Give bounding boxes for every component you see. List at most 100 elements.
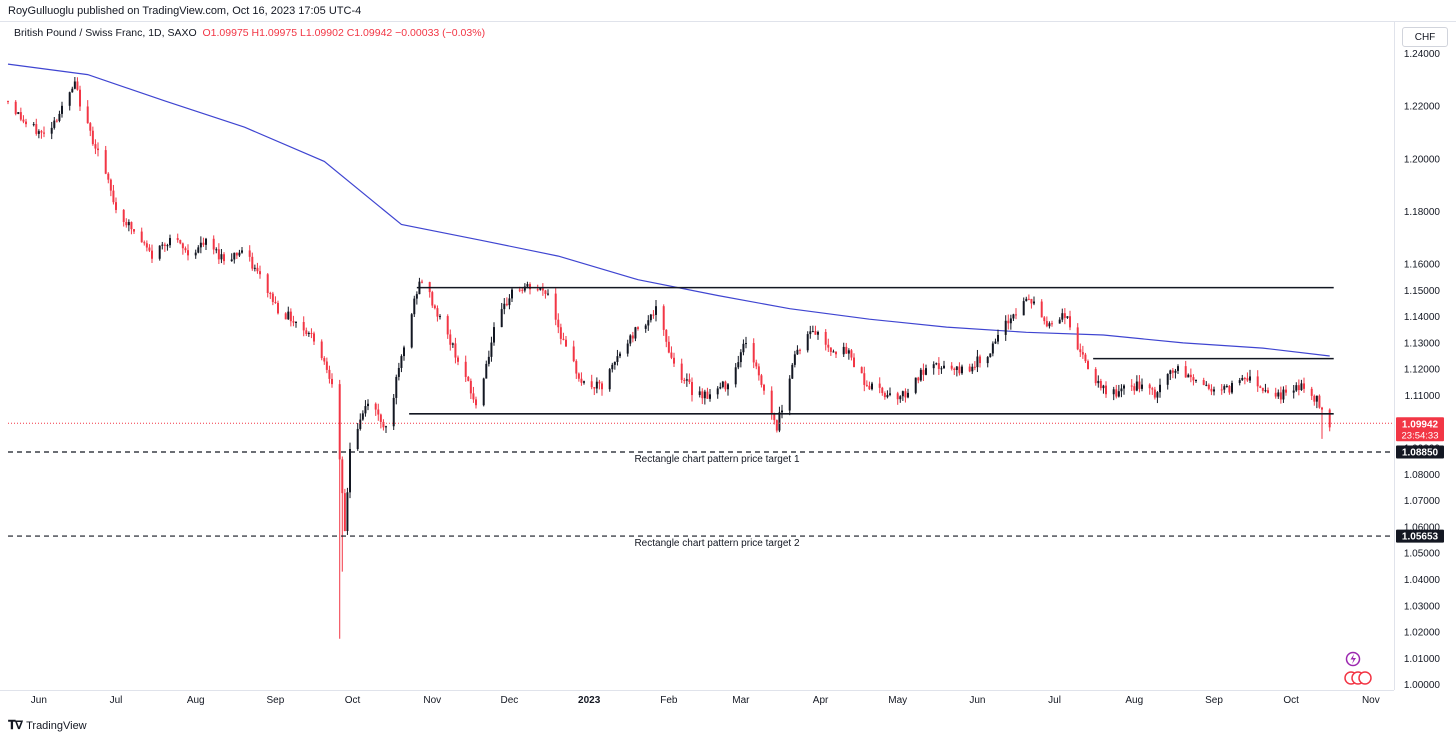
candle-body: [403, 347, 405, 357]
candle-body: [274, 301, 277, 303]
candle-body: [1174, 370, 1177, 373]
candle-body: [845, 346, 848, 354]
candle-body: [259, 271, 261, 275]
candle-body: [847, 350, 850, 354]
candle-body: [580, 378, 583, 383]
candle-body: [652, 314, 655, 316]
candle-body: [307, 332, 310, 335]
candle-body: [773, 413, 776, 421]
candle-body: [973, 366, 976, 368]
candle-body: [752, 343, 755, 363]
candle-body: [169, 238, 171, 246]
x-tick-label: Apr: [813, 695, 829, 706]
candle-body: [1048, 323, 1051, 327]
candle-body: [1292, 390, 1295, 393]
candle-body: [611, 364, 614, 370]
candle-body: [637, 327, 639, 329]
candle-body: [680, 363, 683, 380]
candle-body: [439, 316, 441, 318]
candle-body: [955, 366, 958, 370]
pattern-lines-layer: Rectangle chart pattern price target 1 Re…: [8, 286, 1394, 549]
candle-body: [181, 243, 184, 249]
symbol-legend[interactable]: British Pound / Swiss Franc, 1D, SAXO O1…: [14, 27, 485, 39]
candle-body: [529, 284, 531, 290]
candle-body: [313, 333, 315, 342]
candle-body: [1022, 301, 1025, 316]
time-axis: Jun Jul Aug Sep Oct Nov Dec 2023 Feb Mar Apr May Jun…: [31, 695, 1380, 706]
y-tick-label: 1.12000: [1404, 365, 1441, 376]
candle-body: [73, 81, 76, 89]
candle-body: [1241, 377, 1244, 381]
candle-body: [719, 386, 722, 389]
candle-body: [166, 245, 169, 247]
candle-body: [202, 242, 205, 245]
candle-body: [1084, 354, 1087, 362]
candle-body: [130, 222, 133, 230]
candle-body: [508, 298, 511, 306]
candle-body: [91, 130, 94, 145]
flash-icon[interactable]: [1345, 651, 1361, 667]
candle-body: [1151, 388, 1154, 390]
candle-body: [1195, 380, 1197, 382]
candle-body: [775, 420, 778, 431]
candle-body: [878, 383, 881, 388]
candle-body: [1249, 376, 1251, 381]
candle-body: [1004, 320, 1007, 335]
candle-body: [886, 394, 889, 398]
candle-body: [1321, 407, 1323, 410]
candle-body: [1133, 386, 1136, 391]
candle-body: [1231, 383, 1233, 393]
candle-body: [331, 378, 333, 385]
candle-body: [1153, 389, 1156, 398]
candle-body: [896, 393, 899, 400]
candle-body: [397, 367, 400, 377]
candle-body: [809, 331, 812, 335]
candle-body: [194, 252, 197, 256]
brand-name: TradingView: [26, 719, 87, 732]
candle-body: [271, 293, 274, 302]
candle-body: [793, 354, 796, 365]
candle-body: [865, 384, 868, 386]
tradingview-brand[interactable]: 𝐓∇ TradingView: [8, 718, 87, 733]
event-icon-3[interactable]: [1358, 671, 1372, 685]
candle-body: [133, 229, 135, 232]
candles-layer: [7, 77, 1331, 639]
candle-body: [457, 357, 459, 362]
candle-body: [1228, 385, 1231, 393]
candle-body: [341, 459, 344, 494]
candle-body: [122, 209, 125, 222]
candle-body: [868, 385, 871, 390]
candle-body: [14, 101, 17, 114]
candle-body: [1156, 392, 1159, 398]
candle-body: [367, 403, 369, 407]
currency-button[interactable]: CHF: [1402, 27, 1448, 47]
candle-body: [649, 314, 652, 321]
candle-body: [979, 356, 981, 364]
candle-body: [32, 124, 35, 126]
candle-body: [1115, 389, 1118, 397]
candle-body: [745, 343, 747, 345]
chart-widget-icons[interactable]: [1344, 651, 1372, 685]
candle-body: [1102, 385, 1105, 389]
price-axis: 1.24000 1.22000 1.20000 1.18000 1.16000 1.150…: [1404, 49, 1441, 691]
candle-body: [1189, 374, 1192, 378]
candle-body: [811, 331, 814, 333]
candle-body: [89, 123, 92, 131]
candle-body: [976, 356, 979, 368]
candle-body: [233, 252, 236, 260]
candle-body: [292, 321, 295, 323]
candle-body: [1033, 301, 1035, 304]
candle-body: [295, 321, 297, 323]
candle-body: [1285, 389, 1287, 393]
candle-body: [1171, 370, 1174, 373]
candle-body: [1063, 313, 1066, 318]
x-tick-label: Jul: [110, 695, 123, 706]
candle-body: [302, 321, 305, 331]
candle-body: [799, 349, 801, 351]
candle-body: [698, 391, 701, 396]
candle-body: [922, 369, 925, 375]
candle-body: [989, 353, 992, 358]
candle-body: [685, 379, 688, 381]
candle-body: [760, 375, 763, 385]
